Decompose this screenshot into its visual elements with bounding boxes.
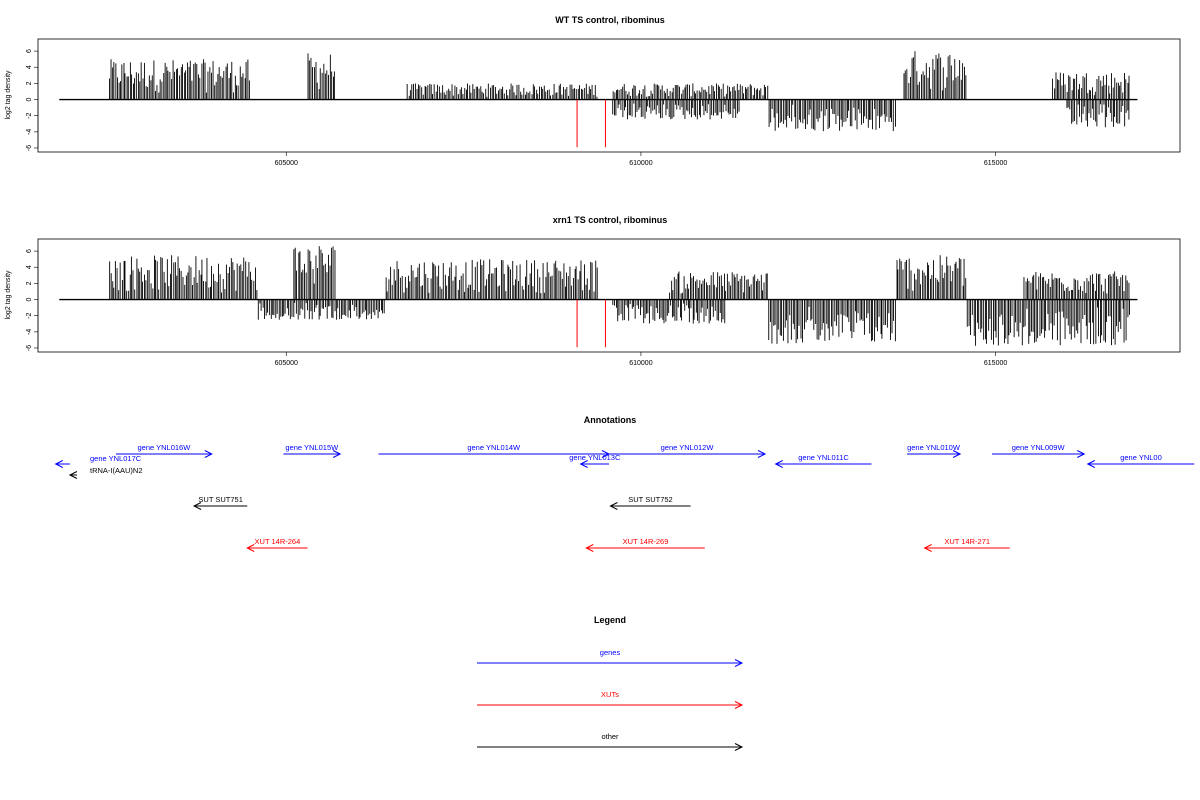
annotation-label: gene YNL016W [137,443,191,452]
y-tick-label: 4 [26,65,33,69]
legend-title: Legend [594,615,626,625]
x-tick-label: 605000 [275,360,298,367]
xrn1-coverage-panel: xrn1 TS control, ribominus log2 tag dens… [5,215,1181,367]
y-axis-label: log2 tag density [5,270,12,320]
x-tick-label: 605000 [275,160,298,167]
y-tick-label: -2 [26,112,33,118]
marker-lines [576,99,606,148]
y-tick-label: -6 [26,145,33,151]
annotation-arrow [585,544,705,552]
legend-label: genes [600,648,621,657]
annotation-label: gene YNL009W [1012,443,1066,452]
y-axis: -6 -4 -2 0 2 4 6 [26,249,39,351]
annotation-arrow [192,502,248,510]
annotation-label: gene YNL00 [1120,453,1162,462]
annotation-arrow [774,460,872,468]
annotation-arrow [54,460,70,468]
annotation-arrow [116,450,213,458]
annotation-label: SUT SUT752 [628,495,672,504]
y-axis-label: log2 tag density [5,70,12,120]
legend-arrow [477,659,744,667]
annotation-label: XUT 14R-264 [255,537,301,546]
annotation-label: XUT 14R-269 [623,537,669,546]
legend-label: other [601,732,619,741]
coverage-bars [59,51,1138,132]
y-tick-label: 0 [26,297,33,301]
y-tick-label: 2 [26,281,33,285]
x-tick-label: 610000 [629,160,652,167]
annotation-label: gene YNL014W [467,443,521,452]
annotation-label: XUT 14R-271 [944,537,990,546]
y-tick-label: 2 [26,81,33,85]
annotation-label: gene YNL015W [285,443,339,452]
annotation-label: gene YNL013C [569,453,621,462]
y-tick-label: 6 [26,49,33,53]
annotation-arrow [68,471,78,479]
annotation-label: gene YNL017C [90,454,142,463]
panel-title: WT TS control, ribominus [555,15,665,25]
legend-entries: genes XUTs other [477,648,744,751]
annotations-title: Annotations [584,415,637,425]
annotation-label: gene YNL012W [661,443,715,452]
marker-lines [576,299,606,348]
coverage-bars [59,246,1138,346]
legend: Legend genes XUTs other [477,615,744,751]
y-tick-label: 4 [26,265,33,269]
x-tick-label: 610000 [629,360,652,367]
annotation-arrow [246,544,308,552]
panel-title: xrn1 TS control, ribominus [553,215,668,225]
y-axis: -6 -4 -2 0 2 4 6 [26,49,39,151]
annotation-label: gene YNL011C [798,453,849,462]
annotation-arrow [609,450,767,458]
annotation-label: tRNA-I(AAU)N2 [90,466,143,475]
x-axis: 605000 610000 615000 [275,352,1007,367]
annotation-arrow [992,450,1086,458]
y-tick-label: 0 [26,97,33,101]
annotation-arrow [906,450,962,458]
y-tick-label: 6 [26,249,33,253]
annotation-label: SUT SUT751 [198,495,242,504]
y-tick-label: -2 [26,312,33,318]
annotation-arrow [923,544,1010,552]
y-tick-label: -4 [26,329,33,335]
plot-frame [37,38,1181,153]
x-tick-label: 615000 [984,360,1007,367]
annotation-features: gene YNL017C tRNA-I(AAU)N2 gene YNL016W gen… [54,443,1195,552]
annotations-track: Annotations gene YNL017CtRNA-I(AAU)N2gen… [54,415,1195,552]
legend-label: XUTs [601,690,619,699]
annotation-arrow [1086,460,1195,468]
annotation-label: gene YNL010W [907,443,961,452]
legend-arrow [477,701,744,709]
annotation-arrow [283,450,342,458]
annotation-arrow [579,460,609,468]
annotation-arrow [609,502,691,510]
y-tick-label: -6 [26,345,33,351]
x-tick-label: 615000 [984,160,1007,167]
wt-coverage-panel: WT TS control, ribominus log2 tag densit… [5,15,1181,167]
legend-arrow [477,743,744,751]
y-tick-label: -4 [26,129,33,135]
x-axis: 605000 610000 615000 [275,152,1007,167]
